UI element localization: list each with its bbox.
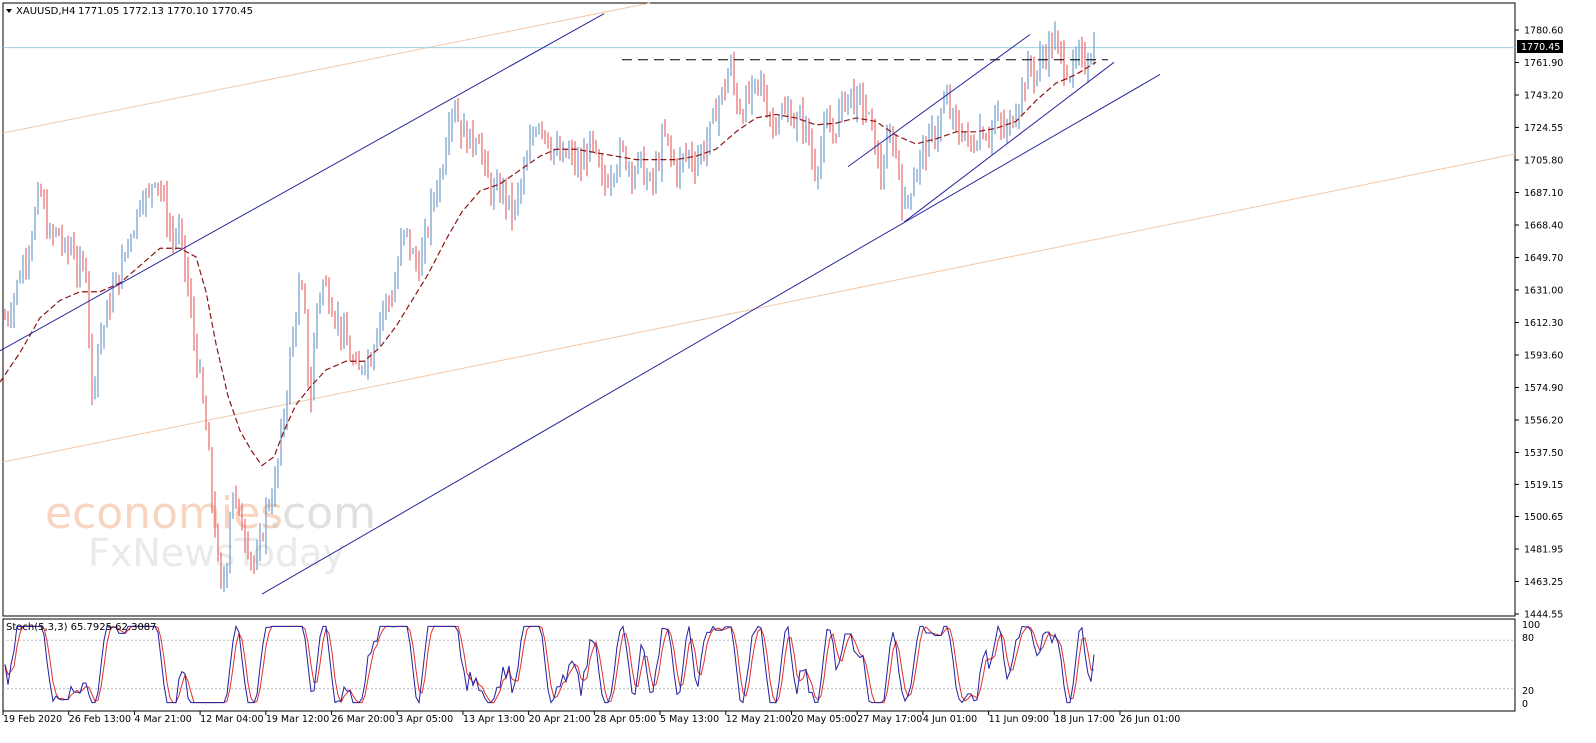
price-axis: 1780.60 1761.90 1743.20 1724.55 1705.80 1687.… xyxy=(1515,26,1563,621)
price-tick-label: 1780.60 xyxy=(1524,26,1563,37)
price-tick-label: 1668.40 xyxy=(1524,220,1563,231)
chart-header-symbol: XAUUSD,H4 xyxy=(16,6,75,17)
price-tick-label: 1687.10 xyxy=(1524,188,1563,199)
price-tick-label: 1444.55 xyxy=(1524,610,1563,621)
stoch-panel xyxy=(2,618,1516,712)
time-tick-label: 4 Jun 01:00 xyxy=(923,714,977,725)
channel-line-lower xyxy=(2,153,1516,463)
time-tick-label: 18 Jun 17:00 xyxy=(1054,714,1114,725)
stoch-layer xyxy=(3,624,1515,705)
price-tick-label: 1724.55 xyxy=(1524,123,1563,134)
watermark-dotcom: .com xyxy=(268,488,376,539)
time-tick-label: 11 Jun 09:00 xyxy=(989,714,1049,725)
watermark-economies: economies xyxy=(45,488,283,539)
lower-support-line[interactable] xyxy=(261,74,1161,595)
time-tick-label: 12 May 21:00 xyxy=(726,714,791,725)
time-tick-label: 12 Mar 04:00 xyxy=(200,714,263,725)
channel-line-upper xyxy=(2,2,651,134)
time-tick-label: 28 Apr 05:00 xyxy=(594,714,656,725)
stoch-level-80: 80 xyxy=(1522,633,1534,644)
price-tick-label: 1649.70 xyxy=(1524,253,1563,264)
stoch-label: Stoch(5,3,3) 65.7925 62.3087 xyxy=(6,622,157,633)
price-tick-label: 1705.80 xyxy=(1524,155,1563,166)
watermark-fxnewstoday: FxNewsToday xyxy=(88,531,345,575)
price-tick-label: 1612.30 xyxy=(1524,318,1563,329)
rising-wedge-bottom[interactable] xyxy=(903,61,1115,223)
time-tick-label: 26 Jun 01:00 xyxy=(1120,714,1180,725)
price-tick-label: 1574.90 xyxy=(1524,383,1563,394)
price-panel xyxy=(2,2,1516,617)
moving-average-line xyxy=(0,61,1097,467)
stoch-signal-line xyxy=(4,625,1095,704)
watermark: economies .com FxNewsToday xyxy=(45,488,376,575)
time-tick-label: 3 Apr 05:00 xyxy=(397,714,453,725)
price-tick-label: 1743.20 xyxy=(1524,90,1563,101)
price-label-text: 1770.45 xyxy=(1521,42,1560,53)
stoch-level-20: 20 xyxy=(1522,686,1534,697)
price-tick-label: 1537.50 xyxy=(1524,448,1563,459)
dropdown-triangle-icon[interactable] xyxy=(6,9,12,13)
stoch-level-100: 100 xyxy=(1522,620,1540,631)
time-tick-label: 4 Mar 21:00 xyxy=(134,714,191,725)
price-tick-label: 1631.00 xyxy=(1524,285,1563,296)
trendline-layer xyxy=(0,13,1161,595)
time-axis: 19 Feb 2020 26 Feb 13:00 4 Mar 21:00 12 Mar… xyxy=(2,711,1180,725)
price-tick-label: 1519.15 xyxy=(1524,480,1563,491)
price-tick-label: 1463.25 xyxy=(1524,577,1563,588)
time-tick-label: 26 Mar 20:00 xyxy=(332,714,395,725)
channel-lines xyxy=(2,2,1516,463)
time-tick-label: 20 May 05:00 xyxy=(791,714,856,725)
upper-channel-line[interactable] xyxy=(0,13,605,352)
time-tick-label: 19 Feb 2020 xyxy=(3,714,62,725)
time-tick-label: 13 Apr 13:00 xyxy=(463,714,525,725)
rising-wedge-top[interactable] xyxy=(847,34,1031,167)
price-tick-label: 1556.20 xyxy=(1524,415,1563,426)
price-tick-label: 1593.60 xyxy=(1524,350,1563,361)
price-tick-label: 1500.65 xyxy=(1524,512,1563,523)
stoch-level-0: 0 xyxy=(1522,699,1528,710)
time-tick-label: 26 Feb 13:00 xyxy=(69,714,131,725)
chart-header-ohlc: 1771.05 1772.13 1770.10 1770.45 xyxy=(78,6,253,17)
price-tick-label: 1481.95 xyxy=(1524,545,1563,556)
time-tick-label: 27 May 17:00 xyxy=(857,714,922,725)
time-tick-label: 19 Mar 12:00 xyxy=(266,714,329,725)
stoch-main-line xyxy=(4,624,1095,705)
time-tick-label: 20 Apr 21:00 xyxy=(529,714,591,725)
moving-average-layer xyxy=(0,61,1097,467)
current-price-tag: 1770.45 xyxy=(1517,40,1563,53)
time-tick-label: 5 May 13:00 xyxy=(660,714,719,725)
price-tick-label: 1761.90 xyxy=(1524,58,1563,69)
price-label-box xyxy=(1517,40,1563,53)
